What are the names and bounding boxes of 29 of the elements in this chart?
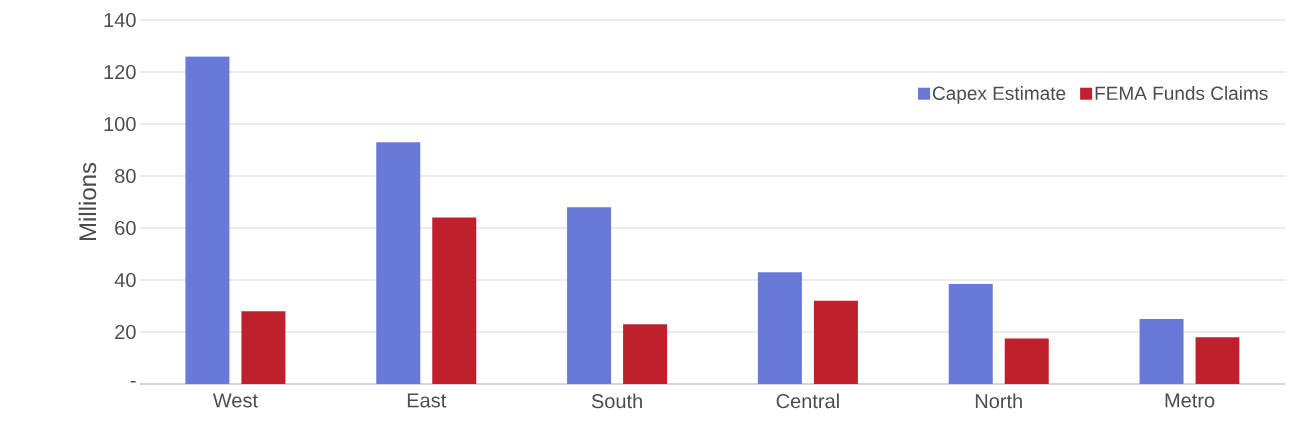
bar: [1139, 319, 1184, 384]
x-tick-label: South: [591, 393, 642, 409]
bar: [1004, 338, 1049, 384]
x-tick-label: Central: [776, 393, 839, 409]
legend-label: Capex Estimate: [932, 86, 1066, 104]
bar: [241, 311, 286, 384]
y-tick-label: 60: [115, 220, 136, 236]
bar: [623, 324, 668, 384]
y-tick-label: 100: [104, 116, 136, 132]
y-axis-title: Millions: [78, 162, 97, 241]
y-tick-label: 120: [104, 64, 136, 80]
bar: [376, 142, 421, 384]
y-tick-label: 80: [115, 168, 136, 184]
y-tick-label: -: [130, 380, 136, 383]
y-tick-label: 140: [104, 12, 136, 28]
x-tick-label: East: [407, 393, 447, 408]
y-tick-label: 20: [115, 324, 136, 340]
y-tick-label: 40: [114, 272, 136, 288]
bar: [432, 217, 477, 384]
bar: [567, 207, 612, 384]
bar: [757, 272, 802, 384]
x-tick-label: West: [212, 393, 258, 408]
bar: [1195, 337, 1240, 384]
bar: [813, 300, 858, 384]
bar: [948, 283, 993, 384]
legend-label: FEMA Funds Claims: [1095, 86, 1268, 101]
bar: [185, 56, 230, 384]
x-tick-label: North: [975, 393, 1022, 409]
x-tick-label: Metro: [1165, 393, 1215, 408]
